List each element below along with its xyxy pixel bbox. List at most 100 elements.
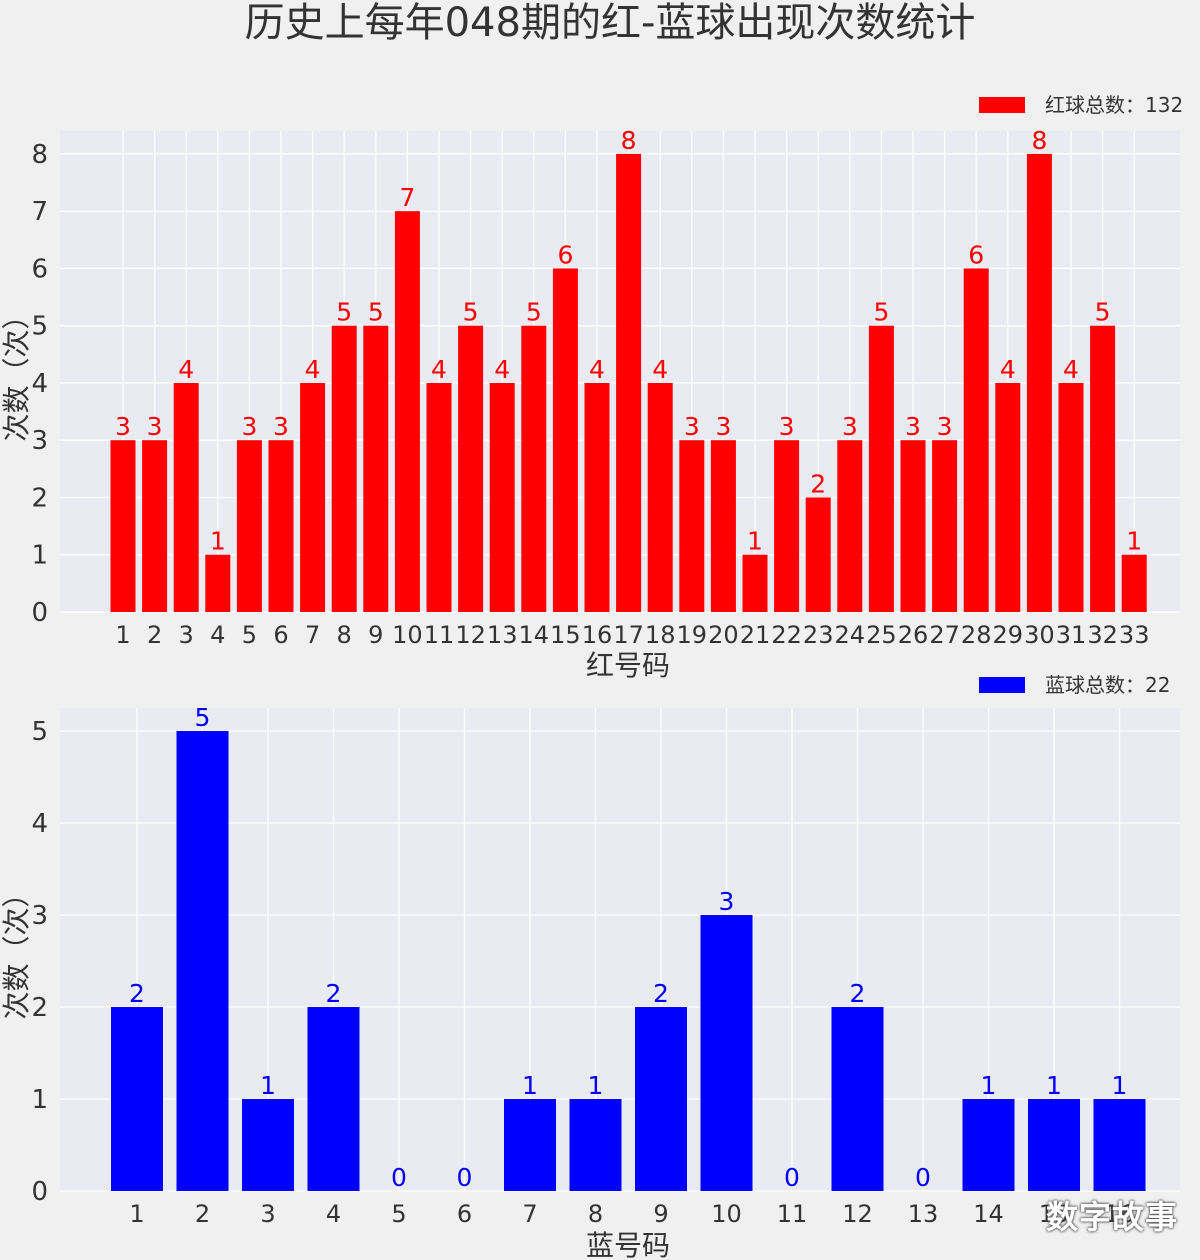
x-tick-label: 22 [771, 621, 802, 649]
bar [616, 153, 642, 612]
bar-value-label: 1 [747, 527, 763, 556]
bar-value-label: 4 [494, 355, 510, 384]
x-tick-label: 25 [866, 621, 897, 649]
bar [1093, 1099, 1146, 1191]
bar-value-label: 2 [653, 979, 669, 1008]
x-tick-label: 32 [1087, 621, 1118, 649]
bar-value-label: 4 [652, 355, 668, 384]
bar-value-label: 1 [210, 527, 226, 556]
bar-value-label: 2 [326, 979, 342, 1008]
x-tick-label: 13 [487, 621, 518, 649]
bar-value-label: 3 [842, 412, 858, 441]
bar [1026, 153, 1052, 612]
x-tick-label: 26 [898, 621, 929, 649]
bar-value-label: 4 [431, 355, 447, 384]
x-tick-label: 15 [1039, 1200, 1070, 1228]
bar [995, 382, 1021, 612]
legend-swatch [979, 677, 1025, 693]
bar [868, 325, 894, 612]
x-tick-label: 20 [708, 621, 739, 649]
bar-value-label: 1 [981, 1071, 997, 1100]
bar [458, 325, 484, 612]
y-tick-label: 4 [31, 809, 48, 839]
bar [837, 440, 863, 612]
bar-value-label: 0 [915, 1163, 931, 1192]
bar-value-label: 3 [937, 412, 953, 441]
bar [569, 1099, 622, 1191]
bar-value-label: 5 [1095, 298, 1111, 327]
bar [962, 1099, 1015, 1191]
x-tick-label: 33 [1119, 621, 1150, 649]
x-tick-label: 5 [391, 1200, 406, 1228]
bar [1121, 554, 1147, 612]
y-tick-label: 4 [31, 369, 48, 399]
x-tick-label: 4 [210, 621, 225, 649]
bar [584, 382, 610, 612]
bar [426, 382, 452, 612]
y-tick-label: 2 [31, 993, 48, 1023]
x-tick-label: 11 [777, 1200, 808, 1228]
x-tick-label: 31 [1056, 621, 1087, 649]
bar [300, 382, 326, 612]
bar [1028, 1099, 1080, 1191]
y-tick-label: 2 [31, 483, 48, 513]
x-tick-label: 15 [550, 621, 581, 649]
bar-value-label: 0 [784, 1163, 800, 1192]
x-tick-label: 2 [195, 1200, 210, 1228]
y-tick-label: 8 [31, 140, 48, 170]
x-tick-label: 3 [260, 1200, 275, 1228]
legend-swatch [979, 97, 1025, 113]
x-tick-label: 14 [519, 621, 550, 649]
bar [142, 440, 168, 612]
bar [710, 440, 736, 612]
bar [489, 382, 515, 612]
x-tick-label: 12 [842, 1200, 873, 1228]
x-tick-label: 8 [337, 621, 352, 649]
bar [1058, 382, 1084, 612]
bar [242, 1099, 294, 1191]
bar-value-label: 5 [336, 298, 352, 327]
x-tick-label: 9 [368, 621, 383, 649]
x-tick-label: 2 [147, 621, 162, 649]
x-tick-label: 14 [973, 1200, 1004, 1228]
bar [205, 554, 231, 612]
y-tick-label: 5 [31, 717, 48, 747]
bar [635, 1007, 687, 1191]
bar-value-label: 8 [621, 126, 637, 155]
bar-value-label: 2 [129, 979, 145, 1008]
x-tick-label: 29 [993, 621, 1024, 649]
x-tick-label: 21 [740, 621, 771, 649]
y-tick-label: 1 [31, 1085, 48, 1115]
bar [111, 1007, 163, 1191]
y-tick-label: 3 [31, 901, 48, 931]
x-tick-label: 7 [305, 621, 320, 649]
bar [110, 440, 136, 612]
bar [268, 440, 294, 612]
bar-value-label: 0 [391, 1163, 407, 1192]
blue-ball-chart: 0123452152132405061718293100112120131141… [0, 673, 1180, 1260]
y-tick-label: 0 [31, 598, 48, 628]
x-tick-label: 16 [582, 621, 613, 649]
y-tick-label: 7 [31, 197, 48, 227]
x-axis-label: 红号码 [586, 649, 670, 682]
bar [805, 497, 831, 612]
bar [236, 440, 262, 612]
x-tick-label: 7 [522, 1200, 537, 1228]
bar [647, 382, 673, 612]
x-tick-label: 3 [179, 621, 194, 649]
red-ball-chart: 0123456783132431435364758597104115124135… [0, 93, 1183, 682]
bar-value-label: 1 [260, 1071, 276, 1100]
bar [394, 211, 420, 612]
legend-label: 红球总数：132 [1045, 93, 1183, 117]
bar-value-label: 5 [873, 298, 889, 327]
bar [679, 440, 705, 612]
bar-value-label: 8 [1031, 126, 1047, 155]
bar [521, 325, 547, 612]
x-tick-label: 1 [129, 1200, 144, 1228]
bar-value-label: 1 [1112, 1071, 1128, 1100]
x-tick-label: 8 [588, 1200, 603, 1228]
x-tick-label: 12 [455, 621, 486, 649]
bar-value-label: 7 [399, 183, 415, 212]
bar-value-label: 1 [588, 1071, 604, 1100]
x-tick-label: 27 [929, 621, 960, 649]
